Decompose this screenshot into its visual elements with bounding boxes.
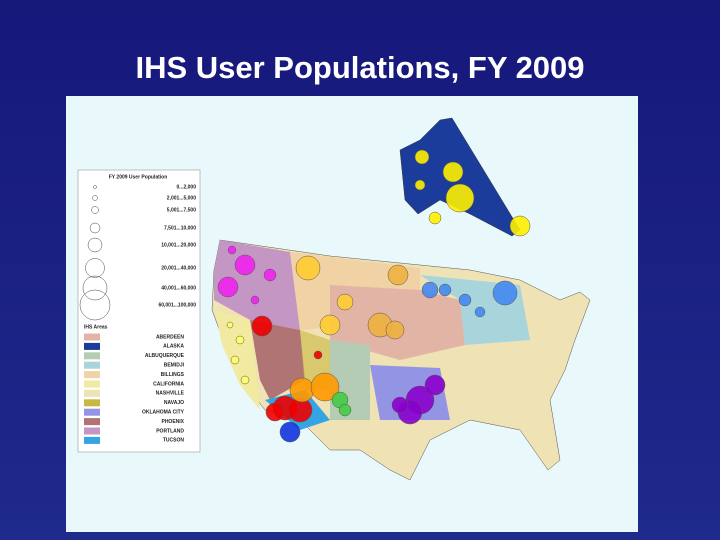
population-bubble — [428, 211, 442, 225]
population-bubble — [474, 306, 486, 318]
population-bubble — [414, 179, 426, 191]
population-bubble — [265, 402, 285, 422]
legend-size-symbol — [79, 289, 111, 321]
legend-size-label: 2,001...5,000 — [167, 195, 196, 201]
legend: 0...2,000 2,001...5,000 5,001...7,500 7,501… — [79, 184, 197, 444]
legend-area-swatch — [84, 408, 100, 416]
legend-area-label: ABERDEEN — [156, 334, 184, 340]
legend-area-label: TUCSON — [163, 438, 185, 444]
legend-size-title: FY 2009 User Population — [109, 174, 168, 180]
legend-area-swatch — [84, 399, 100, 407]
population-bubble — [387, 264, 409, 286]
legend-size-symbol — [82, 275, 108, 301]
population-bubble — [295, 255, 321, 281]
legend-size-symbol — [92, 195, 98, 201]
population-bubble — [289, 377, 315, 403]
legend-area-swatch — [84, 427, 100, 435]
population-bubble — [310, 372, 340, 402]
legend-area-label: ALASKA — [163, 344, 184, 350]
population-bubble — [313, 350, 323, 360]
legend-area-label: BEMIDJI — [164, 363, 185, 369]
legend-areas-title: IHS Areas — [84, 324, 108, 330]
population-bubble — [336, 293, 354, 311]
population-bubble — [492, 280, 518, 306]
legend-area-swatch — [84, 371, 100, 379]
legend-area-label: CALIFORNIA — [153, 381, 184, 387]
population-bubble — [445, 183, 475, 213]
legend-area-label: PORTLAND — [156, 428, 184, 434]
legend-area-label: NASHVILLE — [156, 391, 185, 397]
population-bubble — [442, 161, 464, 183]
legend-size-symbol — [89, 222, 101, 234]
population-bubble — [385, 320, 405, 340]
legend-size-symbol — [91, 206, 99, 214]
population-bubble — [227, 245, 237, 255]
legend-area-label: PHOENIX — [161, 419, 184, 425]
legend-area-swatch — [84, 342, 100, 350]
population-bubble — [319, 314, 341, 336]
population-bubble — [230, 355, 240, 365]
population-bubble — [424, 374, 446, 396]
legend-size-label: 0...2,000 — [177, 184, 197, 190]
legend-area-swatch — [84, 361, 100, 369]
population-bubble — [438, 283, 452, 297]
population-bubble — [226, 321, 234, 329]
population-bubble — [251, 315, 273, 337]
legend-size-symbol — [87, 237, 103, 253]
legend-area-swatch — [84, 436, 100, 444]
legend-size-label: 5,001...7,500 — [167, 207, 196, 213]
legend-size-label: 10,001...20,000 — [161, 242, 196, 248]
phoenix-area — [250, 320, 305, 400]
population-bubble — [263, 268, 277, 282]
population-bubble — [250, 295, 260, 305]
population-bubble — [414, 149, 430, 165]
population-bubble — [234, 254, 256, 276]
population-bubble — [421, 281, 439, 299]
population-bubble — [509, 215, 531, 237]
legend-size-label: 20,001...40,000 — [161, 265, 196, 271]
bubbles — [217, 149, 531, 443]
legend-area-label: BILLINGS — [161, 372, 185, 378]
legend-area-swatch — [84, 333, 100, 341]
legend-size-label: 60,001...100,000 — [158, 302, 196, 308]
legend-area-label: OKLAHOMA CITY — [142, 410, 185, 416]
slide-title: IHS User Populations, FY 2009 — [135, 50, 584, 85]
legend-area-swatch — [84, 389, 100, 397]
legend-size-symbol — [85, 258, 105, 278]
legend-size-label: 7,501...10,000 — [164, 225, 196, 231]
legend-area-label: NAVAJO — [164, 400, 184, 406]
legend-area-swatch — [84, 418, 100, 426]
legend-area-swatch — [84, 380, 100, 388]
legend-area-swatch — [84, 352, 100, 360]
population-bubble — [458, 293, 472, 307]
population-bubble — [217, 276, 239, 298]
population-bubble — [338, 403, 352, 417]
legend-size-label: 40,001...60,000 — [161, 285, 196, 291]
population-bubble — [235, 335, 245, 345]
legend-size-symbol — [93, 185, 97, 189]
population-bubble — [240, 375, 250, 385]
population-bubble — [391, 396, 409, 414]
population-bubble — [279, 421, 301, 443]
legend-area-label: ALBUQUERQUE — [145, 353, 185, 359]
